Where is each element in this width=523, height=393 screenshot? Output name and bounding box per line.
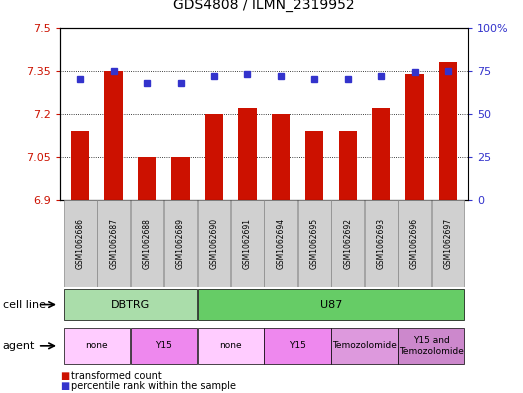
Bar xyxy=(138,157,156,200)
Text: transformed count: transformed count xyxy=(71,371,162,382)
FancyBboxPatch shape xyxy=(332,200,364,287)
Bar xyxy=(71,131,89,200)
FancyBboxPatch shape xyxy=(265,328,331,364)
Text: GSM1062688: GSM1062688 xyxy=(143,218,152,269)
Text: ■: ■ xyxy=(60,381,70,391)
FancyBboxPatch shape xyxy=(231,200,264,287)
FancyBboxPatch shape xyxy=(164,200,197,287)
FancyBboxPatch shape xyxy=(332,328,397,364)
Text: Y15: Y15 xyxy=(155,342,172,350)
Bar xyxy=(338,131,357,200)
Text: ■: ■ xyxy=(60,371,70,382)
Text: none: none xyxy=(219,342,242,350)
FancyBboxPatch shape xyxy=(198,328,264,364)
FancyBboxPatch shape xyxy=(198,288,464,321)
Text: GSM1062695: GSM1062695 xyxy=(310,218,319,269)
Text: GSM1062694: GSM1062694 xyxy=(276,218,286,269)
Text: Y15 and
Temozolomide: Y15 and Temozolomide xyxy=(399,336,464,356)
Bar xyxy=(105,71,123,200)
FancyBboxPatch shape xyxy=(64,288,197,321)
FancyBboxPatch shape xyxy=(198,200,230,287)
Bar xyxy=(172,157,190,200)
Bar xyxy=(238,108,257,200)
FancyBboxPatch shape xyxy=(97,200,130,287)
Bar xyxy=(372,108,390,200)
Text: GSM1062697: GSM1062697 xyxy=(444,218,452,269)
FancyBboxPatch shape xyxy=(131,200,164,287)
Bar xyxy=(305,131,323,200)
Text: Temozolomide: Temozolomide xyxy=(332,342,397,350)
FancyBboxPatch shape xyxy=(131,328,197,364)
FancyBboxPatch shape xyxy=(64,328,130,364)
FancyBboxPatch shape xyxy=(431,200,464,287)
Bar xyxy=(205,114,223,200)
Text: U87: U87 xyxy=(320,299,342,310)
Bar xyxy=(271,114,290,200)
FancyBboxPatch shape xyxy=(365,200,397,287)
FancyBboxPatch shape xyxy=(298,200,331,287)
Text: GSM1062693: GSM1062693 xyxy=(377,218,385,269)
Text: GSM1062686: GSM1062686 xyxy=(76,218,85,269)
Text: GSM1062689: GSM1062689 xyxy=(176,218,185,269)
Text: Y15: Y15 xyxy=(289,342,306,350)
FancyBboxPatch shape xyxy=(265,200,297,287)
Text: GSM1062691: GSM1062691 xyxy=(243,218,252,269)
Text: GSM1062696: GSM1062696 xyxy=(410,218,419,269)
FancyBboxPatch shape xyxy=(64,200,97,287)
Text: GSM1062687: GSM1062687 xyxy=(109,218,118,269)
Text: none: none xyxy=(86,342,108,350)
Text: agent: agent xyxy=(3,341,35,351)
Text: GSM1062692: GSM1062692 xyxy=(343,218,352,269)
Text: GSM1062690: GSM1062690 xyxy=(209,218,219,269)
Text: DBTRG: DBTRG xyxy=(111,299,150,310)
Bar xyxy=(405,73,424,200)
FancyBboxPatch shape xyxy=(398,200,431,287)
Bar xyxy=(439,62,457,200)
Text: cell line: cell line xyxy=(3,299,46,310)
FancyBboxPatch shape xyxy=(398,328,464,364)
Text: percentile rank within the sample: percentile rank within the sample xyxy=(71,381,235,391)
Text: GDS4808 / ILMN_2319952: GDS4808 / ILMN_2319952 xyxy=(173,0,355,12)
